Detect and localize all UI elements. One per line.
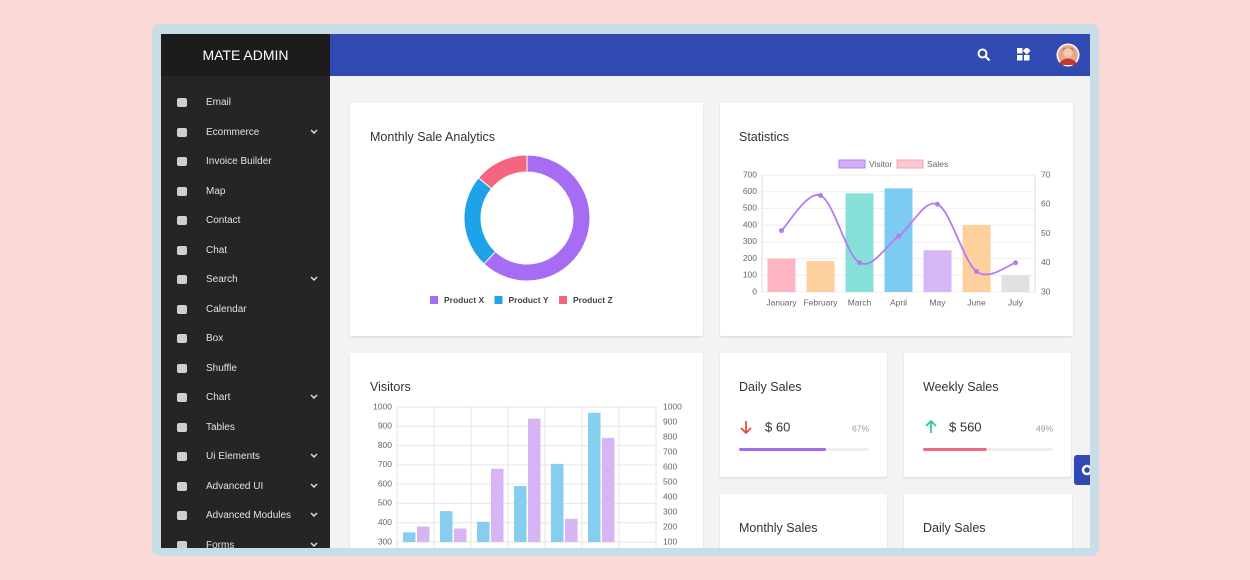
settings-button[interactable] bbox=[1074, 455, 1090, 485]
chevron[interactable] bbox=[310, 512, 318, 518]
chevron-path bbox=[310, 394, 318, 400]
nav-label: Ecommerce bbox=[206, 126, 260, 138]
nav-label: Advanced UI bbox=[206, 480, 264, 492]
chevron-path bbox=[310, 482, 318, 488]
app: MATE ADMIN Email Ecommerce Invoice Builder… bbox=[161, 34, 1090, 548]
amount: $ 560 bbox=[949, 419, 982, 434]
nav-label: Chat bbox=[206, 244, 228, 256]
chevron[interactable] bbox=[310, 394, 318, 400]
chevron[interactable] bbox=[310, 128, 318, 135]
nav-label: Forms bbox=[206, 539, 235, 549]
nav-item[interactable]: Shuffle bbox=[161, 357, 330, 381]
nav-icon bbox=[177, 245, 187, 255]
stat-graphics: $ 60 67% bbox=[739, 419, 869, 451]
progress-bar bbox=[739, 448, 827, 451]
card-title: Monthly Sales bbox=[739, 521, 818, 535]
nav-item[interactable]: Box bbox=[161, 327, 330, 351]
progress-bar bbox=[923, 448, 987, 451]
chevron-path bbox=[310, 453, 318, 459]
chevron[interactable] bbox=[310, 541, 318, 548]
topbar bbox=[330, 34, 1090, 76]
percent-label: 49% bbox=[1036, 423, 1053, 433]
chevron-path bbox=[310, 512, 318, 518]
nav-item[interactable]: Chart bbox=[161, 386, 330, 410]
nav-icon bbox=[177, 186, 187, 196]
chevron-path bbox=[310, 541, 318, 547]
card: Daily Sales bbox=[904, 494, 1072, 548]
nav-label: Invoice Builder bbox=[206, 156, 272, 167]
percent-label: 67% bbox=[852, 423, 869, 433]
nav-item[interactable]: Ecommerce bbox=[161, 121, 330, 145]
card-title: Visitors bbox=[370, 380, 411, 394]
stat-card: Daily Sales $ 60 67% bbox=[720, 353, 887, 477]
search-icon[interactable] bbox=[977, 48, 991, 62]
trend-arrow bbox=[740, 421, 752, 435]
nav-item[interactable]: Tables bbox=[161, 416, 330, 440]
gear-icon[interactable] bbox=[1074, 455, 1090, 485]
sidebar: MATE ADMIN Email Ecommerce Invoice Builder… bbox=[161, 34, 330, 548]
nav-icon bbox=[177, 540, 187, 548]
card: Visitors bbox=[350, 353, 703, 548]
nav-label: Tables bbox=[206, 421, 235, 433]
nav-item[interactable]: Map bbox=[161, 180, 330, 204]
stat-graphics: $ 560 49% bbox=[923, 419, 1053, 451]
chevron[interactable] bbox=[310, 276, 318, 282]
nav-icon bbox=[177, 275, 187, 284]
nav-icon bbox=[177, 334, 187, 343]
amount: $ 60 bbox=[765, 419, 790, 434]
chevron[interactable] bbox=[310, 482, 318, 489]
nav-icon bbox=[177, 481, 187, 491]
nav-label: Advanced Modules bbox=[206, 510, 292, 521]
card-title: Monthly Sale Analytics bbox=[370, 130, 496, 144]
nav-item[interactable]: Advanced Modules bbox=[161, 504, 330, 528]
nav-icon bbox=[177, 98, 187, 107]
brand[interactable]: MATE ADMIN bbox=[161, 34, 330, 76]
nav-item[interactable]: Calendar bbox=[161, 298, 330, 322]
nav-label: Contact bbox=[206, 215, 241, 226]
nav-icon bbox=[177, 511, 187, 520]
nav-icon bbox=[177, 422, 187, 432]
nav-item[interactable]: Chat bbox=[161, 239, 330, 263]
nav-icon bbox=[177, 157, 187, 166]
card-title: Daily Sales bbox=[739, 380, 802, 394]
nav-label: Ui Elements bbox=[206, 451, 260, 462]
card: Statistics bbox=[720, 103, 1073, 336]
apps-icon[interactable] bbox=[1017, 48, 1031, 62]
avatar[interactable] bbox=[1056, 43, 1080, 67]
trend-arrow bbox=[925, 419, 937, 433]
stat-card: Weekly Sales $ 560 49% bbox=[904, 353, 1071, 477]
nav-icon bbox=[177, 304, 187, 314]
nav-icon bbox=[177, 216, 187, 225]
card-title: Statistics bbox=[739, 130, 790, 144]
card-title: Daily Sales bbox=[923, 521, 986, 535]
card: Monthly Sales bbox=[720, 494, 887, 548]
card-title: Weekly Sales bbox=[923, 380, 999, 394]
chevron[interactable] bbox=[310, 453, 318, 459]
nav-label: Email bbox=[206, 97, 232, 108]
nav-label: Search bbox=[206, 274, 238, 285]
nav-icon bbox=[177, 363, 187, 373]
nav-item[interactable]: Advanced UI bbox=[161, 475, 330, 499]
nav-icon bbox=[177, 393, 187, 402]
nav-item[interactable]: Forms bbox=[161, 534, 330, 549]
nav-item[interactable]: Email bbox=[161, 91, 330, 115]
nav-label: Shuffle bbox=[206, 362, 237, 374]
nav-label: Box bbox=[206, 333, 224, 344]
nav-label: Chart bbox=[206, 392, 231, 403]
nav-label: Calendar bbox=[206, 303, 247, 315]
nav-item[interactable]: Ui Elements bbox=[161, 445, 330, 469]
nav-label: Map bbox=[206, 185, 226, 197]
chevron-path bbox=[310, 276, 318, 282]
nav-item[interactable]: Search bbox=[161, 268, 330, 292]
nav-icon bbox=[177, 452, 187, 461]
nav-item[interactable]: Invoice Builder bbox=[161, 150, 330, 174]
chevron-path bbox=[310, 128, 318, 134]
nav-item[interactable]: Contact bbox=[161, 209, 330, 233]
nav-icon bbox=[177, 127, 187, 137]
card: Monthly Sale Analytics bbox=[350, 103, 703, 336]
